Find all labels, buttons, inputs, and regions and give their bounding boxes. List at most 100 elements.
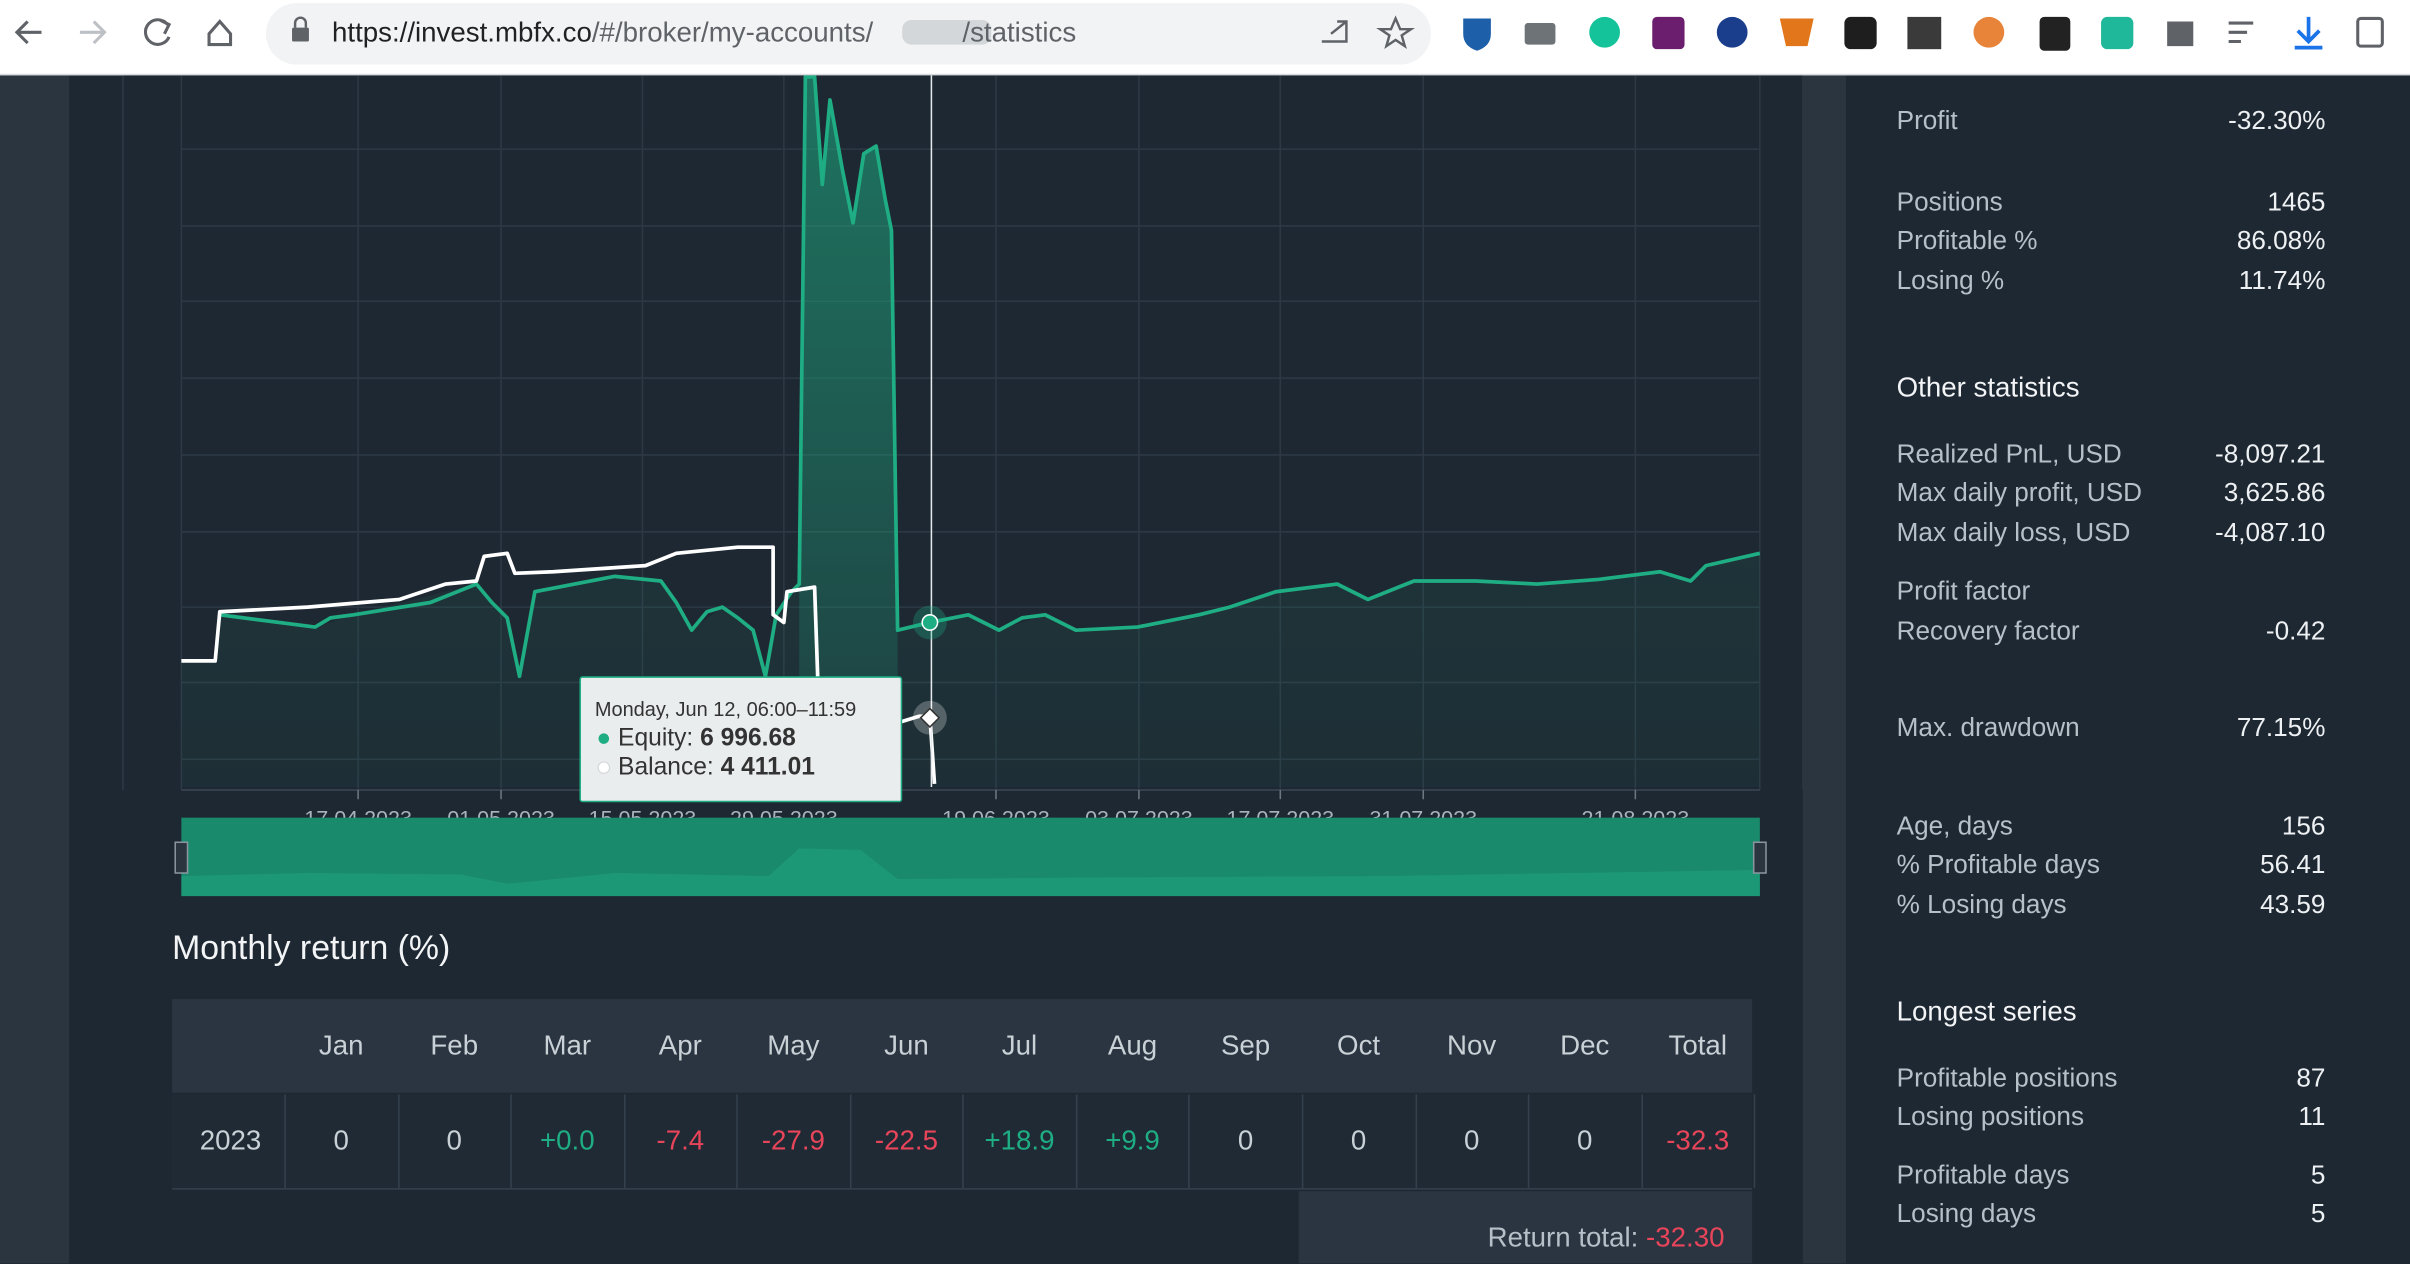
column-header: Oct bbox=[1337, 1029, 1381, 1061]
browser-toolbar: https://invest.mbfx.co/#/broker/my-accou… bbox=[0, 0, 2410, 76]
redacted-url-part bbox=[902, 19, 992, 45]
bookmark-star[interactable] bbox=[1376, 15, 1416, 49]
column-header: Dec bbox=[1560, 1029, 1610, 1061]
stat-value: 87 bbox=[2296, 1063, 2326, 1093]
stat-label: Profit bbox=[1896, 106, 1958, 136]
table-cell: 0 bbox=[1576, 1125, 1593, 1156]
stat-value: 86.08% bbox=[2236, 225, 2326, 256]
equity-area bbox=[181, 76, 1760, 787]
stat-value: 11.74% bbox=[2238, 265, 2326, 296]
stat-label: Recovery factor bbox=[1896, 616, 2080, 646]
url[interactable]: https://invest.mbfx.co/#/broker/my-accou… bbox=[332, 17, 1076, 49]
return-total-box: Return total: -32.30 bbox=[1298, 1191, 1753, 1264]
stat-label: Losing positions bbox=[1896, 1102, 2085, 1132]
cell-border bbox=[1414, 1094, 1417, 1189]
stat-label: Losing days bbox=[1896, 1198, 2037, 1229]
table-cell: +0.0 bbox=[539, 1125, 595, 1156]
tooltip-balance: ● Balance: 4 411.01 bbox=[596, 754, 815, 781]
cell-border bbox=[510, 1094, 512, 1189]
stat-label: % Profitable days bbox=[1896, 849, 2100, 880]
balance-hover-dot bbox=[919, 707, 941, 729]
stat-value: -32.30% bbox=[2228, 106, 2326, 136]
stat-value: -8,097.21 bbox=[2215, 439, 2326, 469]
left-margin bbox=[0, 73, 70, 1264]
stat-label: Max. drawdown bbox=[1896, 713, 2080, 743]
stat-value: 3,625.86 bbox=[2223, 478, 2326, 508]
stat-label: Realized PnL, USD bbox=[1896, 439, 2122, 469]
extension-icon[interactable] bbox=[1973, 16, 2005, 48]
table-cell: +18.9 bbox=[984, 1125, 1055, 1156]
back-button[interactable] bbox=[14, 20, 42, 45]
tooltip-value: 4 411.01 bbox=[720, 754, 815, 781]
table-cell: +9.9 bbox=[1105, 1125, 1160, 1156]
navigator-handle[interactable] bbox=[174, 841, 189, 874]
stat-label: Profit factor bbox=[1896, 576, 2031, 606]
home-button[interactable] bbox=[207, 19, 233, 47]
statistics-panel: Profit -32.30% Positions 1465 Profitable % 86… bbox=[1846, 75, 2410, 1263]
stat-value: 1465 bbox=[2267, 187, 2326, 217]
share-icon[interactable] bbox=[1321, 20, 1348, 43]
table-header bbox=[172, 999, 1753, 1093]
lock-icon bbox=[292, 27, 309, 42]
column-header: Feb bbox=[430, 1029, 479, 1061]
cell-border bbox=[1301, 1094, 1304, 1189]
extension-icon[interactable] bbox=[1524, 23, 1556, 45]
table-cell: 0 bbox=[333, 1125, 349, 1156]
cell-border bbox=[849, 1094, 852, 1189]
side-panel-button[interactable] bbox=[2356, 16, 2384, 48]
column-header: Nov bbox=[1447, 1029, 1497, 1061]
extension-icon[interactable] bbox=[2101, 16, 2134, 50]
table-cell: -7.4 bbox=[656, 1125, 705, 1156]
column-header: Jul bbox=[1001, 1029, 1038, 1061]
stat-label: Profitable % bbox=[1896, 225, 2038, 256]
return-total-label: Return total: bbox=[1487, 1221, 1639, 1253]
extension-icon[interactable] bbox=[1716, 16, 1748, 48]
column-header: Mar bbox=[543, 1029, 592, 1061]
equity-chart: 17.04.202301.05.202315.05.202329.05.2023… bbox=[122, 75, 1803, 897]
stat-value: 156 bbox=[2281, 811, 2326, 841]
extension-icon[interactable] bbox=[1844, 16, 1877, 50]
reading-list[interactable] bbox=[2228, 21, 2254, 44]
table-cell: 0 bbox=[446, 1125, 462, 1156]
toolbar-icons bbox=[14, 3, 2384, 65]
url-host: https://invest.mbfx.co bbox=[331, 16, 592, 48]
stat-value: 5 bbox=[2310, 1198, 2326, 1229]
equity-peak-area bbox=[799, 76, 898, 787]
table-cell: 0 bbox=[1350, 1125, 1367, 1156]
reload-button[interactable] bbox=[144, 18, 172, 46]
cell-border bbox=[284, 1094, 286, 1189]
lock-shackle bbox=[293, 16, 308, 28]
extensions-button[interactable] bbox=[2167, 21, 2194, 47]
stat-value: -0.42 bbox=[2265, 616, 2326, 646]
extension-icon[interactable] bbox=[2039, 16, 2071, 51]
table-cell: 0 bbox=[1237, 1125, 1254, 1156]
equity-line bbox=[219, 75, 1761, 679]
table-cell: -32.3 bbox=[1666, 1125, 1730, 1156]
column-header: Sep bbox=[1220, 1029, 1271, 1061]
stat-value: -4,087.10 bbox=[2215, 517, 2326, 548]
url-end: /statistics bbox=[962, 16, 1077, 48]
stat-value: 77.15% bbox=[2236, 713, 2326, 743]
address-bar[interactable] bbox=[265, 3, 1431, 65]
cell-border bbox=[1188, 1094, 1191, 1189]
navigator-handle[interactable] bbox=[1752, 841, 1767, 874]
extension-icon[interactable] bbox=[1463, 18, 1491, 51]
stat-value: 11 bbox=[2298, 1102, 2326, 1132]
extension-icon[interactable] bbox=[1589, 16, 1620, 48]
extension-icon[interactable] bbox=[1779, 18, 1814, 47]
column-header: Jan bbox=[318, 1029, 364, 1061]
column-header: Jun bbox=[884, 1029, 929, 1061]
extension-icon[interactable] bbox=[1652, 16, 1685, 50]
cell-border bbox=[397, 1094, 399, 1189]
extension-icon[interactable] bbox=[1907, 16, 1942, 50]
forward-button[interactable] bbox=[79, 20, 107, 45]
column-header: Total bbox=[1668, 1029, 1727, 1061]
cell-border bbox=[623, 1094, 626, 1189]
url-path: /#/broker/my-accounts/ bbox=[591, 16, 874, 48]
cell-border bbox=[962, 1094, 965, 1189]
return-total: Return total: -32.30 bbox=[1488, 1222, 1725, 1254]
section-title: Monthly return (%) bbox=[172, 928, 451, 967]
downloads-button[interactable] bbox=[2294, 16, 2323, 50]
tooltip-date: Monday, Jun 12, 06:00–11:59 bbox=[594, 697, 857, 721]
